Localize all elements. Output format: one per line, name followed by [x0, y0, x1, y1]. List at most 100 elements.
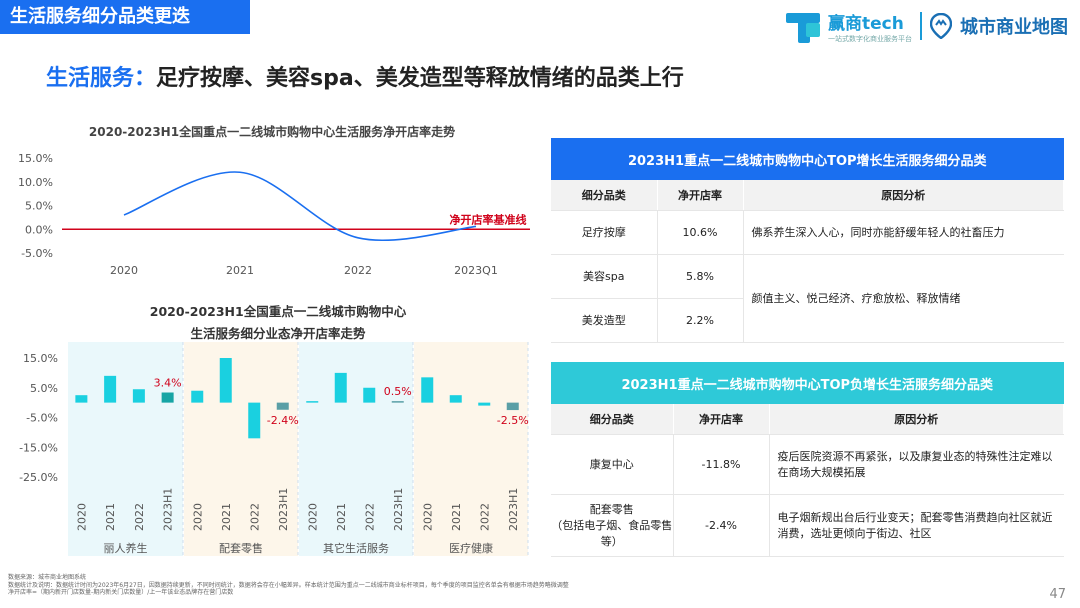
top-header-category: 细分品类 [551, 180, 658, 211]
bar-x-tick-label: 2023H1 [392, 488, 405, 531]
bottom-header-rate: 净开店率 [673, 404, 770, 435]
page-title: 生活服务：足疗按摩、美容spa、美发造型等释放情绪的品类上行 [46, 60, 684, 92]
bar-2-3 [391, 401, 404, 403]
section-tag: 生活服务细分品类更迭 [0, 0, 250, 34]
line-x-tick-label: 2021 [226, 264, 254, 277]
top-row1-rate: 5.8% [657, 254, 744, 299]
brand-winshang: 赢商tech 一站式数字化商业服务平台 [828, 9, 912, 44]
bar-3-0 [421, 377, 434, 403]
bar-x-tick-label: 2023H1 [162, 488, 175, 531]
group-label: 医疗健康 [449, 541, 493, 555]
top-merged-reason: 颜值主义、悦己经济、疗愈放松、释放情绪 [743, 254, 1064, 343]
top-header-reason: 原因分析 [743, 180, 1064, 211]
panel-background [68, 342, 183, 556]
bar-x-tick-label: 2022 [248, 503, 261, 531]
bar-0-2 [132, 389, 145, 403]
group-label: 丽人养生 [104, 541, 148, 555]
table-row: 足疗按摩 10.6% 佛系养生深入人心，同时亦能舒缓年轻人的社畜压力 [551, 210, 1064, 255]
top-row2-rate: 2.2% [657, 298, 744, 343]
bottom-row0-category: 康复中心 [551, 434, 674, 495]
bottom-row1-reason: 电子烟新规出台后行业变天；配套零售消费趋向社区就近消费，选址更倾向于街边、社区 [769, 494, 1064, 557]
top-row0-rate: 10.6% [657, 210, 744, 255]
bar-3-3 [506, 402, 519, 411]
top-row0-reason: 佛系养生深入人心，同时亦能舒缓年轻人的社畜压力 [743, 210, 1064, 255]
title-highlight: 生活服务： [46, 66, 157, 91]
bar-y-tick-label: -15.0% [19, 441, 58, 454]
bottom-table-title: 2023H1重点一二线城市购物中心TOP负增长生活服务细分品类 [551, 362, 1064, 404]
line-y-tick-label: 10.0% [18, 176, 53, 189]
footnote: 数据来源：城市商业地图系统 数据统计及说明：数据统计时间为2023年6月27日，… [8, 574, 708, 597]
table-row: 美发造型 2.2% [551, 298, 1064, 343]
top-growth-table: 2023H1重点一二线城市购物中心TOP增长生活服务细分品类 细分品类 净开店率… [551, 138, 1064, 343]
bar-0-3 [161, 392, 174, 403]
page-number: 47 [1049, 587, 1066, 602]
line-y-tick-label: 5.0% [25, 200, 53, 213]
footnote-line-method: 数据统计及说明：数据统计时间为2023年6月27日，因数据持续更新，不同时间统计… [8, 581, 569, 589]
bottom-header-reason: 原因分析 [769, 404, 1064, 435]
bar-x-tick-label: 2021 [104, 503, 117, 531]
bar-x-tick-label: 2020 [75, 503, 88, 531]
bar-y-tick-label: -5.0% [26, 412, 58, 425]
line-chart-title: 2020-2023H1全国重点一二线城市购物中心生活服务净开店率走势 [89, 124, 455, 139]
line-y-tick-label: 0.0% [25, 223, 53, 236]
bar-y-tick-label: -25.0% [19, 471, 58, 484]
bar-1-3 [276, 402, 289, 410]
top-header-rate: 净开店率 [657, 180, 744, 211]
bar-0-0 [75, 395, 88, 403]
bar-x-tick-label: 2020 [191, 503, 204, 531]
bar-data-label: 3.4% [154, 377, 182, 390]
top-decline-table: 2023H1重点一二线城市购物中心TOP负增长生活服务细分品类 细分品类 净开店… [551, 362, 1064, 557]
bar-x-tick-label: 2021 [220, 503, 233, 531]
bottom-row0-reason: 疫后医院资源不再紧张，以及康复业态的特殊性注定难以在商场大规模拓展 [769, 434, 1064, 495]
bar-data-label: -2.4% [267, 414, 299, 427]
net-opening-rate-line [123, 171, 477, 242]
bar-chart-title-line2: 生活服务细分业态净开店率走势 [190, 326, 366, 341]
bottom-row1-category: 配套零售 （包括电子烟、食品零售等） [551, 494, 674, 557]
footnote-line-formula: 净开店率=（期内新开门店数量-期内新关门店数量）/上一年该业态品牌存在营门店数 [8, 589, 234, 596]
brand2-text: 城市商业地图 [960, 17, 1068, 38]
line-x-tick-label: 2023Q1 [454, 264, 498, 277]
bar-2-1 [334, 372, 347, 403]
bar-y-tick-label: 5.0% [30, 382, 58, 395]
panel-background [184, 342, 298, 556]
panel-background [299, 342, 413, 556]
table-row: 康复中心 -11.8% 疫后医院资源不再紧张，以及康复业态的特殊性注定难以在商场… [551, 434, 1064, 495]
table-row: 配套零售 （包括电子烟、食品零售等） -2.4% 电子烟新规出台后行业变天；配套… [551, 494, 1064, 557]
bar-data-label: 0.5% [384, 385, 412, 398]
bar-x-tick-label: 2021 [450, 503, 463, 531]
bar-data-label: -2.5% [497, 414, 529, 427]
footnote-line-source: 数据来源：城市商业地图系统 [8, 574, 87, 581]
group-label: 配套零售 [219, 541, 263, 555]
bar-1-2 [248, 402, 261, 439]
baseline-label: 净开店率基准线 [450, 212, 527, 226]
bar-x-tick-label: 2022 [363, 503, 376, 531]
bar-x-tick-label: 2020 [306, 503, 319, 531]
bar-3-1 [449, 395, 462, 403]
map-pin-icon [930, 13, 952, 39]
line-chart: 2020-2023H1全国重点一二线城市购物中心生活服务净开店率走势 15.0%… [18, 124, 530, 277]
bar-2-2 [363, 387, 376, 403]
brand1-text: 赢商tech [828, 13, 904, 34]
brand1-subtitle: 一站式数字化商业服务平台 [828, 34, 912, 43]
top-table-title: 2023H1重点一二线城市购物中心TOP增长生活服务细分品类 [551, 138, 1064, 180]
top-row1-category: 美容spa [551, 254, 658, 299]
title-rest: 足疗按摩、美容spa、美发造型等释放情绪的品类上行 [156, 66, 684, 91]
bottom-row1-rate: -2.4% [673, 494, 770, 557]
line-y-tick-label: 15.0% [18, 152, 53, 165]
bar-y-tick-label: 15.0% [23, 352, 58, 365]
bottom-header-category: 细分品类 [551, 404, 674, 435]
bottom-row0-rate: -11.8% [673, 434, 770, 495]
bar-1-0 [191, 390, 204, 403]
bar-chart-title-line1: 2020-2023H1全国重点一二线城市购物中心 [150, 304, 407, 319]
bar-3-2 [478, 402, 491, 406]
winshang-logo-icon [786, 9, 820, 43]
bar-1-1 [219, 358, 232, 403]
line-x-tick-label: 2020 [110, 264, 138, 277]
top-row0-category: 足疗按摩 [551, 210, 658, 255]
line-y-tick-label: -5.0% [21, 247, 53, 260]
logo-area: 赢商tech 一站式数字化商业服务平台 城市商业地图 [786, 8, 1068, 44]
line-x-tick-label: 2022 [344, 264, 372, 277]
bar-x-tick-label: 2020 [421, 503, 434, 531]
bar-2-0 [306, 401, 319, 403]
bar-0-1 [104, 375, 117, 403]
